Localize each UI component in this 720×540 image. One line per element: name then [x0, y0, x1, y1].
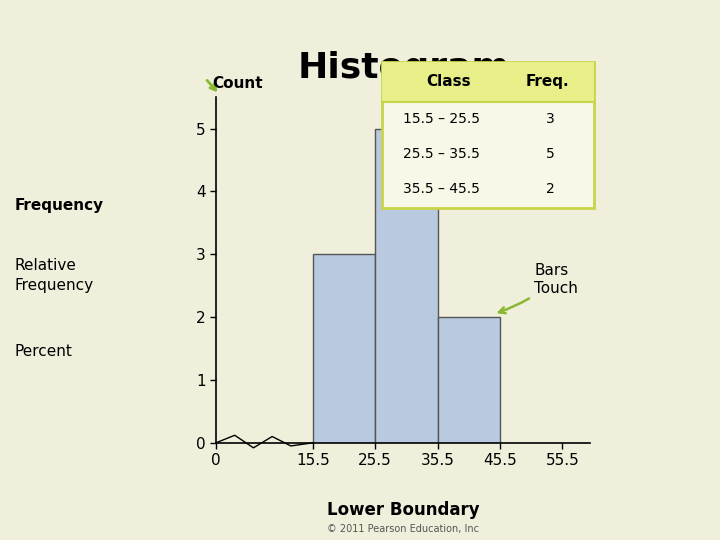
Bar [375, 129, 438, 443]
Bar [312, 254, 375, 443]
Text: Freq.: Freq. [526, 75, 569, 89]
Text: Lower Boundary: Lower Boundary [327, 501, 480, 519]
Text: 3: 3 [546, 112, 555, 126]
Text: 35.5 – 45.5: 35.5 – 45.5 [403, 183, 480, 196]
Text: 15.5 – 25.5: 15.5 – 25.5 [403, 112, 480, 126]
Text: Class: Class [426, 75, 470, 89]
Title: Histogram: Histogram [297, 51, 509, 85]
Text: 25.5 – 35.5: 25.5 – 35.5 [403, 147, 480, 161]
Text: © 2011 Pearson Education, Inc: © 2011 Pearson Education, Inc [327, 524, 480, 534]
Text: Percent: Percent [14, 343, 72, 359]
Text: Relative
Frequency: Relative Frequency [14, 258, 94, 293]
Bar [438, 317, 500, 443]
Text: Count: Count [212, 76, 263, 91]
Text: Frequency: Frequency [14, 198, 104, 213]
Text: Bars
Touch: Bars Touch [499, 263, 578, 313]
Text: 2: 2 [546, 183, 555, 196]
Text: 5: 5 [546, 147, 555, 161]
